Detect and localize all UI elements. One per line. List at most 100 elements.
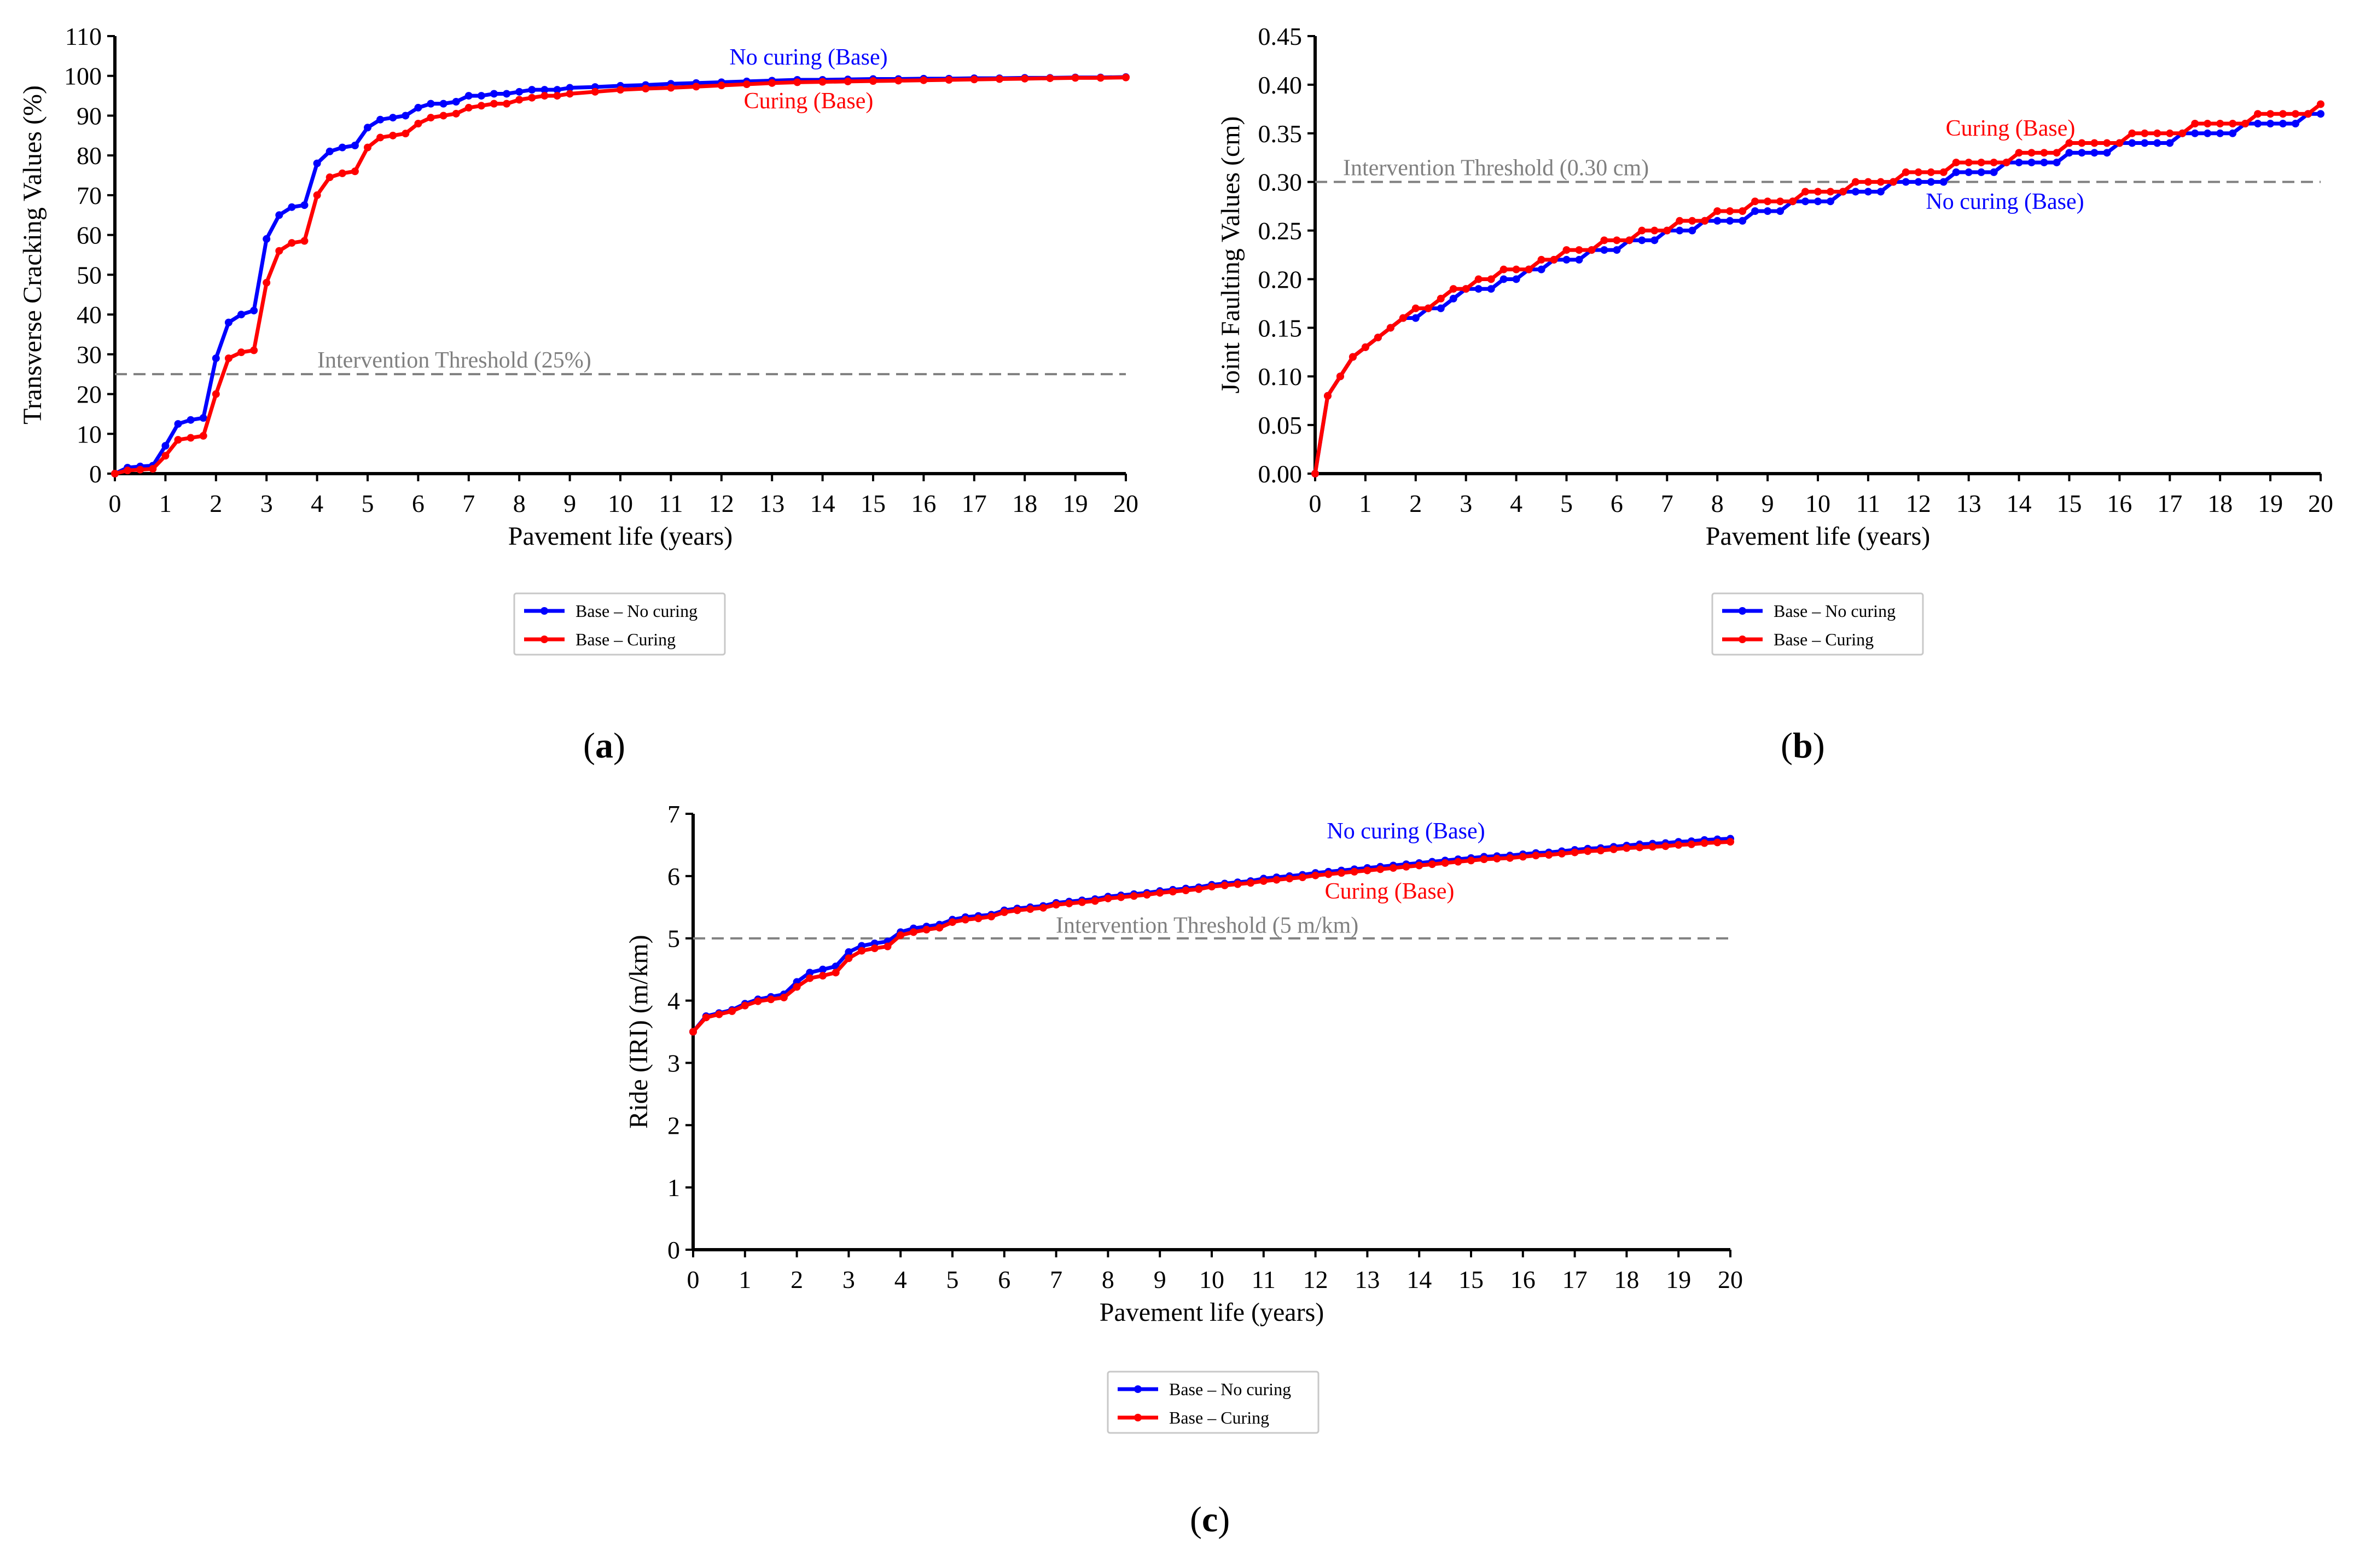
y-tick-label: 60 — [77, 221, 102, 249]
data-point-curing — [1952, 159, 1960, 167]
annotation-curing: Curing (Base) — [744, 89, 874, 114]
data-point-curing — [1557, 849, 1566, 858]
data-point-curing — [1687, 840, 1695, 848]
data-point-curing — [288, 239, 296, 247]
data-point-no-curing — [1575, 255, 1583, 264]
data-point-curing — [2078, 139, 2086, 147]
data-point-no-curing — [2292, 120, 2300, 127]
y-tick-label: 6 — [667, 862, 680, 890]
x-tick-label: 11 — [1252, 1266, 1276, 1293]
x-axis-label: Pavement life (years) — [1706, 522, 1930, 551]
data-point-no-curing — [553, 86, 561, 94]
data-point-no-curing — [338, 143, 346, 151]
x-tick-label: 1 — [159, 489, 172, 517]
x-tick-label: 16 — [2107, 489, 2132, 517]
y-tick-label: 100 — [64, 62, 102, 90]
data-point-curing — [1039, 904, 1047, 912]
legend-label: Base – Curing — [1169, 1408, 1269, 1427]
x-tick-label: 3 — [1460, 489, 1472, 517]
x-tick-label: 13 — [1956, 489, 1981, 517]
data-point-curing — [922, 925, 931, 934]
data-point-curing — [326, 173, 334, 182]
data-point-no-curing — [2128, 139, 2136, 147]
data-point-no-curing — [2027, 159, 2036, 167]
data-point-no-curing — [237, 311, 245, 319]
data-point-curing — [1751, 197, 1759, 206]
data-point-no-curing — [1676, 226, 1684, 235]
data-point-no-curing — [2166, 139, 2174, 147]
x-tick-label: 3 — [842, 1266, 855, 1293]
data-point-curing — [124, 467, 132, 475]
data-point-curing — [818, 78, 827, 86]
data-point-curing — [1247, 879, 1255, 887]
data-point-curing — [1776, 197, 1785, 206]
data-point-curing — [1545, 851, 1553, 859]
data-point-curing — [715, 1010, 723, 1018]
data-point-no-curing — [313, 159, 321, 167]
data-point-no-curing — [2216, 129, 2224, 137]
data-point-curing — [2216, 120, 2224, 127]
data-point-curing — [1727, 838, 1734, 846]
legend-label: Base – No curing — [1774, 601, 1896, 621]
data-point-curing — [1876, 178, 1885, 186]
data-point-curing — [1588, 246, 1596, 254]
legend-marker-curing — [1134, 1414, 1142, 1421]
data-point-no-curing — [464, 92, 473, 100]
data-point-no-curing — [212, 354, 220, 363]
data-point-curing — [187, 434, 195, 442]
x-axis-label: Pavement life (years) — [1100, 1298, 1324, 1327]
data-point-curing — [1298, 873, 1306, 882]
x-tick-label: 4 — [1510, 489, 1522, 517]
x-tick-label: 17 — [1562, 1266, 1588, 1293]
data-point-curing — [1506, 854, 1514, 862]
x-tick-label: 8 — [513, 489, 526, 517]
x-tick-label: 5 — [946, 1266, 959, 1293]
x-tick-label: 9 — [563, 489, 576, 517]
data-point-curing — [1143, 891, 1151, 899]
data-point-curing — [364, 143, 371, 151]
x-tick-label: 6 — [412, 489, 425, 517]
data-point-curing — [402, 130, 410, 138]
x-tick-label: 18 — [1012, 489, 1037, 517]
panel-label: (a) — [583, 726, 625, 766]
data-point-curing — [1726, 207, 1734, 215]
y-tick-label: 0.45 — [1258, 22, 1303, 50]
data-point-curing — [1789, 197, 1797, 206]
data-point-curing — [275, 247, 283, 255]
data-point-curing — [1636, 843, 1644, 852]
data-point-curing — [149, 465, 157, 473]
data-point-curing — [2204, 120, 2212, 127]
data-point-curing — [2317, 100, 2324, 108]
data-point-curing — [1441, 859, 1449, 867]
data-point-no-curing — [351, 142, 359, 149]
data-point-curing — [1324, 870, 1333, 878]
data-point-no-curing — [540, 86, 549, 94]
data-point-curing — [1234, 880, 1242, 888]
y-tick-label: 0.35 — [1258, 120, 1303, 148]
x-tick-label: 10 — [1199, 1266, 1224, 1293]
data-point-curing — [858, 947, 866, 955]
data-point-curing — [1638, 226, 1646, 235]
threshold-label: Intervention Threshold (5 m/km) — [1056, 913, 1358, 939]
data-point-no-curing — [1801, 197, 1810, 206]
legend-marker-no-curing — [1739, 607, 1746, 615]
data-point-curing — [702, 1013, 710, 1022]
x-tick-label: 5 — [362, 489, 374, 517]
x-tick-label: 2 — [210, 489, 222, 517]
data-point-no-curing — [1437, 304, 1445, 312]
data-point-curing — [2027, 149, 2036, 157]
data-point-no-curing — [263, 235, 271, 243]
data-point-no-curing — [1952, 168, 1960, 176]
data-point-curing — [974, 914, 983, 923]
data-point-curing — [2229, 120, 2237, 127]
data-point-no-curing — [2065, 149, 2073, 157]
legend-box — [1107, 1371, 1320, 1434]
data-point-curing — [970, 75, 978, 84]
data-point-curing — [1021, 74, 1029, 83]
x-tick-label: 12 — [1906, 489, 1931, 517]
x-axis-label: Pavement life (years) — [508, 522, 733, 551]
data-point-no-curing — [1713, 217, 1722, 225]
data-point-curing — [1415, 861, 1423, 870]
data-point-curing — [1977, 159, 1985, 167]
x-tick-label: 10 — [608, 489, 633, 517]
